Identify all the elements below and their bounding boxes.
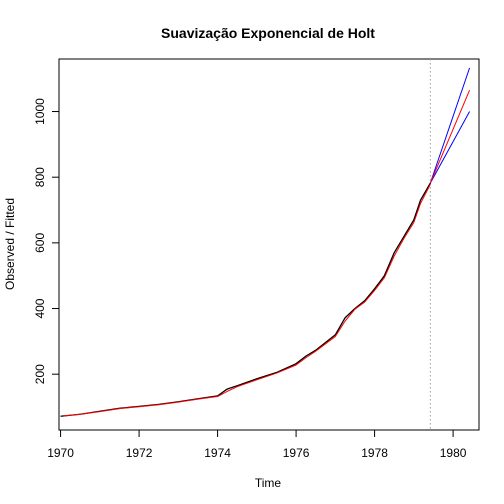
lower-series-line: [429, 111, 471, 184]
x-tick-label: 1974: [204, 446, 231, 460]
chart-title: Suavização Exponencial de Holt: [161, 25, 375, 41]
y-axis-label: Observed / Fitted: [3, 198, 17, 290]
x-tick-label: 1978: [361, 446, 388, 460]
x-tick-label: 1970: [47, 446, 74, 460]
y-axis: 200 400 600 800 1000: [33, 98, 60, 384]
y-tick-label: 400: [33, 298, 47, 318]
y-tick-label: 800: [33, 167, 47, 187]
upper-series-line: [429, 67, 471, 184]
observed-series-line: [60, 182, 431, 417]
x-tick-label: 1976: [283, 446, 310, 460]
x-tick-label: 1980: [440, 446, 467, 460]
y-tick-label: 600: [33, 233, 47, 253]
forecast-series-line: [429, 89, 471, 184]
x-axis-label: Time: [255, 476, 282, 490]
x-tick-label: 1972: [126, 446, 153, 460]
x-axis: 1970 1972 1974 1976 1978 1980: [47, 429, 467, 460]
y-tick-label: 200: [33, 364, 47, 384]
plot-area: [60, 59, 471, 430]
y-tick-label: 1000: [33, 98, 47, 125]
fitted-series-line: [63, 184, 431, 417]
